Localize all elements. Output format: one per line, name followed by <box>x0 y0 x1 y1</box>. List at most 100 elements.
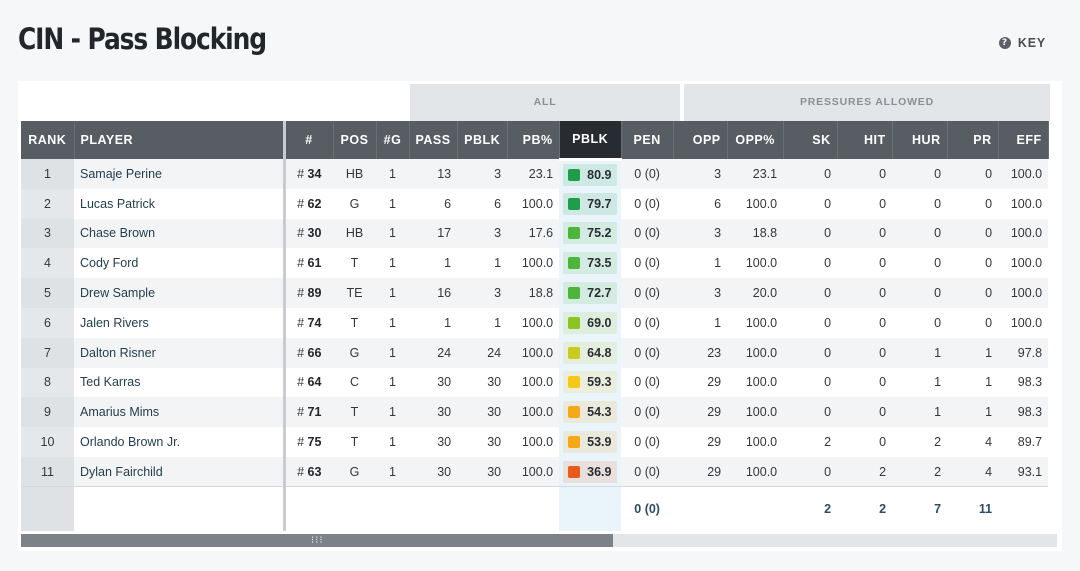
table-cell-player[interactable]: Amarius Mims <box>74 397 286 428</box>
table-cell-player[interactable]: Chase Brown <box>74 218 286 249</box>
grade-color-swatch <box>568 316 581 329</box>
table-cell-opp-pct: 100.0 <box>727 397 784 428</box>
table-row[interactable]: 7 Dalton Risner # 66 G 1 24 24 100.0 64.8 0 (0) 23… <box>21 337 1049 368</box>
table-cell-games: 1 <box>389 256 396 271</box>
col-opp[interactable]: OPP <box>673 121 728 159</box>
table-cell-hit: 0 <box>837 337 893 368</box>
column-group-header: ALL PRESSURES ALLOWED <box>18 84 1062 121</box>
table-cell-rank: 4 <box>21 248 74 279</box>
table-cell-rank: 6 <box>21 307 74 338</box>
grade-value: 59.3 <box>587 375 612 390</box>
col-pblk[interactable]: PBLK <box>457 121 508 159</box>
grade-value: 54.3 <box>587 405 612 420</box>
table-cell-pblk-grade: 75.2 <box>559 218 622 249</box>
grade-color-swatch <box>568 168 581 181</box>
grade-value: 69.0 <box>587 315 612 330</box>
table-cell-pb-pct: 100.0 <box>521 435 554 450</box>
table-cell-sk: 0 <box>783 337 838 368</box>
table-row[interactable]: 6 Jalen Rivers # 74 T 1 1 1 100.0 69.0 0 (0) 1 100.… <box>21 307 1048 338</box>
table-cell-opp-pct: 20.0 <box>727 278 784 308</box>
table-cell-player[interactable]: Jalen Rivers <box>74 307 286 338</box>
table-cell-jersey: # 63 <box>284 456 333 487</box>
table-cell-hur: 0 <box>934 315 942 330</box>
table-cell-opp-pct: 100.0 <box>745 435 778 450</box>
table-cell-rank: 9 <box>21 397 74 428</box>
table-cell-eff: 98.3 <box>998 397 1049 428</box>
table-cell-player[interactable]: Dalton Risner <box>74 337 286 368</box>
table-row[interactable]: 8 Ted Karras # 64 C 1 30 30 100.0 59.3 0 (0) 29 100… <box>21 367 1048 398</box>
table-cell-player[interactable]: Drew Sample <box>74 278 286 308</box>
table-row[interactable]: 3 Chase Brown # 30 HB 1 17 3 17.6 75.2 0 (0) 3 18.8… <box>21 218 1049 249</box>
table-cell-player[interactable]: Dylan Fairchild <box>74 456 286 487</box>
table-cell-hit: 0 <box>879 196 887 211</box>
grade-badge: 36.9 <box>563 460 618 483</box>
totals-sk: 2 <box>783 486 838 531</box>
col-pr[interactable]: PR <box>947 121 999 159</box>
table-row[interactable]: 9 Amarius Mims # 71 T 1 30 30 100.0 54.3 0 (0) 29 1… <box>21 397 1049 428</box>
col-eff[interactable]: EFF <box>998 121 1049 159</box>
table-cell-player[interactable]: Orlando Brown Jr. <box>74 427 286 457</box>
table-row[interactable]: 2 Lucas Patrick # 62 G 1 6 6 100.0 79.7 0 (0) 6 100… <box>21 188 1048 219</box>
table-row[interactable]: 1 Samaje Perine # 34 HB 1 13 3 23.1 80.9 0 (0) 3 23… <box>21 159 1049 189</box>
table-cell-player[interactable]: Lucas Patrick <box>74 188 286 219</box>
col-hur[interactable]: HUR <box>892 121 948 159</box>
col-rank[interactable]: RANK <box>21 121 75 159</box>
table-cell-eff: 98.3 <box>1017 375 1043 390</box>
col-sk[interactable]: SK <box>783 121 838 159</box>
col-pb-pct[interactable]: PB% <box>507 121 560 159</box>
table-cell-player[interactable]: Samaje Perine <box>74 159 286 189</box>
scrollbar-thumb[interactable]: ⁝⁝⁝ <box>21 534 613 547</box>
table-cell-hur: 1 <box>892 337 948 368</box>
table-cell-games: 1 <box>389 196 396 211</box>
col-pen[interactable]: PEN <box>621 121 674 159</box>
table-cell-pblk: 6 <box>494 196 502 211</box>
col-games[interactable]: #G <box>376 121 410 159</box>
table-cell-rank: 3 <box>21 218 74 249</box>
col-pos[interactable]: POS <box>333 121 377 159</box>
table-row[interactable]: 4 Cody Ford # 61 T 1 1 1 100.0 73.5 0 (0) 1 100.0 0 0… <box>21 248 1048 279</box>
question-circle-icon: ? <box>998 37 1011 49</box>
table-cell-sk: 0 <box>824 315 832 330</box>
grade-color-swatch <box>568 227 581 240</box>
table-cell-opp-pct: 18.8 <box>727 218 784 249</box>
table-row[interactable]: 11 Dylan Fairchild # 63 G 1 30 30 100.0 36.9 0 (0… <box>21 456 1049 487</box>
table-cell-sk: 2 <box>824 435 832 450</box>
table-cell-pblk: 3 <box>457 159 508 189</box>
table-cell-player[interactable]: Ted Karras <box>74 367 286 398</box>
group-pressures-allowed: PRESSURES ALLOWED <box>684 84 1050 121</box>
table-cell-pblk-grade: 80.9 <box>559 159 622 189</box>
table-cell-hur: 2 <box>934 435 942 450</box>
grade-badge: 72.7 <box>563 282 618 305</box>
table-row[interactable]: 5 Drew Sample # 89 TE 1 16 3 18.8 72.7 0 (0) 3 20.0… <box>21 278 1049 308</box>
col-hit[interactable]: HIT <box>837 121 893 159</box>
table-row[interactable]: 10 Orlando Brown Jr. # 75 T 1 30 30 100.0 53.9 0 … <box>21 427 1048 457</box>
col-pblk-grade[interactable]: PBLK <box>559 121 622 161</box>
grade-badge: 75.2 <box>563 222 618 245</box>
table-cell-pblk-grade: 73.5 <box>559 248 622 279</box>
table-cell-games: 1 <box>376 159 409 189</box>
table-cell-jersey: # 62 <box>297 196 322 211</box>
table-cell-pblk-grade: 79.7 <box>559 188 622 219</box>
table-cell-eff: 100.0 <box>998 159 1049 189</box>
table-cell-pblk: 30 <box>487 375 502 390</box>
table-cell-pen: 0 (0) <box>621 337 674 368</box>
key-button[interactable]: ? KEY <box>998 36 1046 50</box>
table-cell-rank: 5 <box>21 278 74 308</box>
table-cell-pr: 4 <box>947 456 999 487</box>
horizontal-scrollbar[interactable]: ⁝⁝⁝ <box>21 534 1057 547</box>
col-jersey[interactable]: # <box>284 121 334 159</box>
stats-table: RANK PLAYER # POS #G PASS PBLK PB% PBLK … <box>21 121 1049 531</box>
table-cell-opp: 29 <box>707 435 722 450</box>
col-opp-pct[interactable]: OPP% <box>727 121 784 159</box>
page-title: CIN - Pass Blocking <box>18 22 267 56</box>
table-cell-pos: G <box>333 456 376 487</box>
table-cell-opp: 3 <box>673 278 728 308</box>
table-cell-eff: 100.0 <box>1010 315 1043 330</box>
col-player[interactable]: PLAYER <box>74 121 286 159</box>
table-cell-jersey: # 61 <box>297 256 322 271</box>
table-cell-player[interactable]: Cody Ford <box>74 248 286 279</box>
col-pass[interactable]: PASS <box>409 121 458 159</box>
table-cell-pblk-grade: 53.9 <box>559 427 622 457</box>
jersey-number: 30 <box>307 226 322 241</box>
table-cell-opp-pct: 100.0 <box>745 256 778 271</box>
